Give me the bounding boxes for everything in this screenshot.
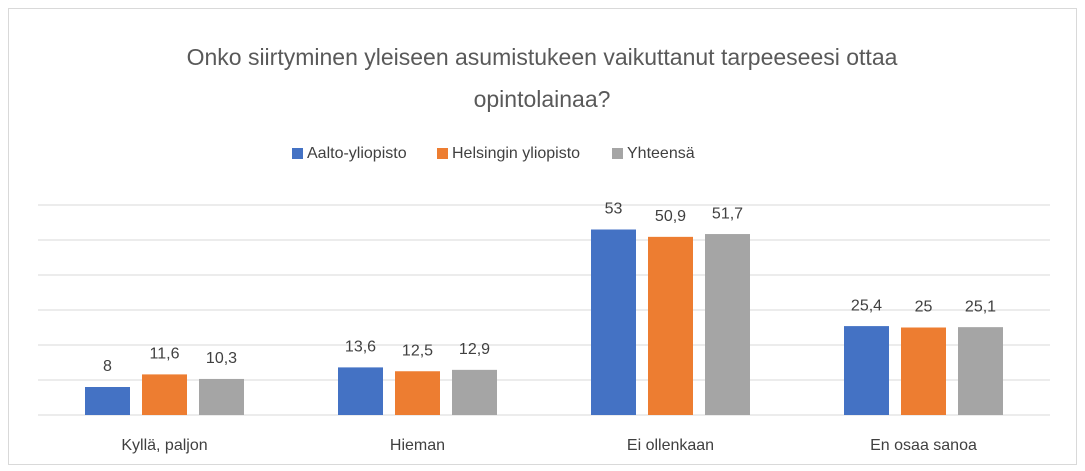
chart-title: Onko siirtyminen yleiseen asumistukeen v… — [186, 44, 898, 112]
bar — [395, 371, 440, 415]
legend-label: Aalto-yliopisto — [307, 145, 407, 162]
legend-swatch — [292, 148, 303, 159]
data-label: 25 — [915, 299, 933, 316]
data-label: 51,7 — [712, 205, 743, 222]
data-label: 10,3 — [206, 350, 237, 367]
legend-label: Helsingin yliopisto — [452, 145, 580, 162]
data-label: 13,6 — [345, 339, 376, 356]
bar — [958, 327, 1003, 415]
data-label: 12,5 — [402, 342, 433, 359]
bar — [901, 327, 946, 415]
data-label: 25,4 — [851, 297, 882, 314]
bar — [142, 374, 187, 415]
data-label: 25,1 — [965, 298, 996, 315]
x-tick-label: Ei ollenkaan — [627, 437, 714, 454]
bar — [591, 229, 636, 415]
bar — [844, 326, 889, 415]
bar — [199, 378, 244, 415]
legend-swatch — [612, 148, 623, 159]
bar — [85, 387, 130, 415]
bar — [338, 367, 383, 415]
data-label: 12,9 — [459, 341, 490, 358]
data-label: 50,9 — [655, 208, 686, 225]
bar — [452, 369, 497, 415]
x-tick-label: Kyllä, paljon — [121, 437, 207, 454]
legend-swatch — [437, 148, 448, 159]
data-label: 8 — [103, 358, 112, 375]
x-tick-label: Hieman — [390, 437, 445, 454]
data-label: 11,6 — [150, 346, 180, 363]
legend-label: Yhteensä — [627, 145, 695, 162]
bar — [648, 236, 693, 415]
data-label: 53 — [605, 201, 623, 218]
bar — [705, 234, 750, 415]
x-tick-label: En osaa sanoa — [870, 437, 977, 454]
